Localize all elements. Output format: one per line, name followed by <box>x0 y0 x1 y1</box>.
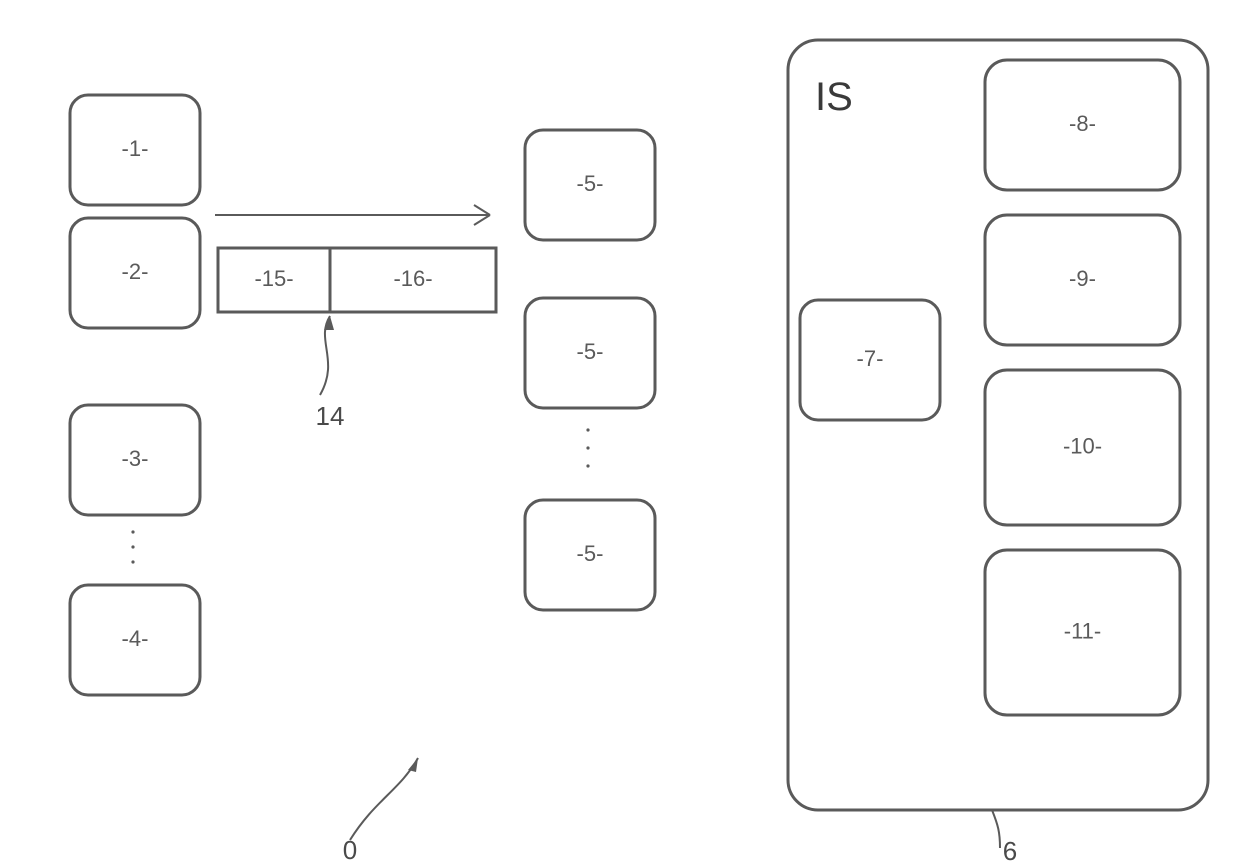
is-container <box>788 40 1208 810</box>
node-label-g7: -7- <box>857 346 884 371</box>
ellipsis-dot <box>131 530 134 533</box>
ellipsis-dot <box>586 464 589 467</box>
ellipsis-dot <box>131 560 134 563</box>
node-label-m1: -5- <box>577 171 604 196</box>
node-label-g9: -9- <box>1069 266 1096 291</box>
node-label-n1: -1- <box>122 136 149 161</box>
leader-6 <box>992 810 1000 848</box>
node-label-m3: -5- <box>577 541 604 566</box>
flow-arrow-head <box>474 215 490 225</box>
ellipsis-dot <box>586 428 589 431</box>
ref-label-14: 14 <box>316 401 345 431</box>
node-label-n3: -3- <box>122 446 149 471</box>
leader-0 <box>350 758 418 840</box>
node-label-g11: -11- <box>1064 618 1102 643</box>
leader-0-arrow <box>408 758 418 772</box>
node-label-n2: -2- <box>122 259 149 284</box>
is-title: IS <box>815 75 853 119</box>
node-label-m2: -5- <box>577 339 604 364</box>
message-cell-15: -15- <box>254 266 293 291</box>
flow-arrow-head <box>474 205 490 215</box>
node-label-g8: -8- <box>1069 111 1096 136</box>
ellipsis-dot <box>586 446 589 449</box>
ref-label-6: 6 <box>1003 836 1017 866</box>
node-label-n4: -4- <box>122 626 149 651</box>
node-label-g10: -10- <box>1063 433 1102 458</box>
ref-label-0: 0 <box>343 835 357 865</box>
message-cell-16: -16- <box>393 266 432 291</box>
ellipsis-dot <box>131 545 134 548</box>
